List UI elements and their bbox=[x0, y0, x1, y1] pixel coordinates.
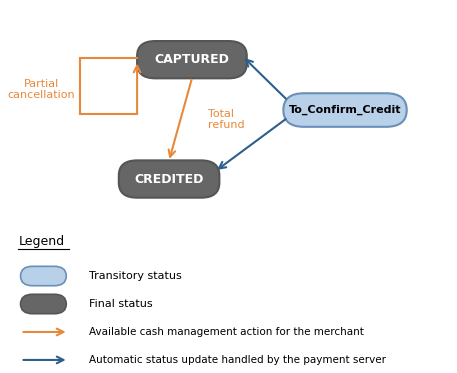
FancyBboxPatch shape bbox=[21, 266, 66, 286]
Text: CREDITED: CREDITED bbox=[134, 173, 204, 185]
Text: Final status: Final status bbox=[89, 299, 153, 309]
FancyBboxPatch shape bbox=[137, 41, 247, 78]
Text: Partial
cancellation: Partial cancellation bbox=[7, 79, 75, 100]
FancyBboxPatch shape bbox=[283, 93, 407, 127]
Text: Total
refund: Total refund bbox=[208, 109, 244, 130]
Text: Transitory status: Transitory status bbox=[89, 271, 182, 281]
Text: Legend: Legend bbox=[18, 235, 64, 248]
FancyBboxPatch shape bbox=[21, 294, 66, 314]
Text: To_Confirm_Credit: To_Confirm_Credit bbox=[289, 105, 401, 115]
Text: CAPTURED: CAPTURED bbox=[154, 53, 229, 66]
Text: Available cash management action for the merchant: Available cash management action for the… bbox=[89, 327, 364, 337]
Text: Automatic status update handled by the payment server: Automatic status update handled by the p… bbox=[89, 355, 386, 365]
FancyBboxPatch shape bbox=[119, 160, 219, 198]
